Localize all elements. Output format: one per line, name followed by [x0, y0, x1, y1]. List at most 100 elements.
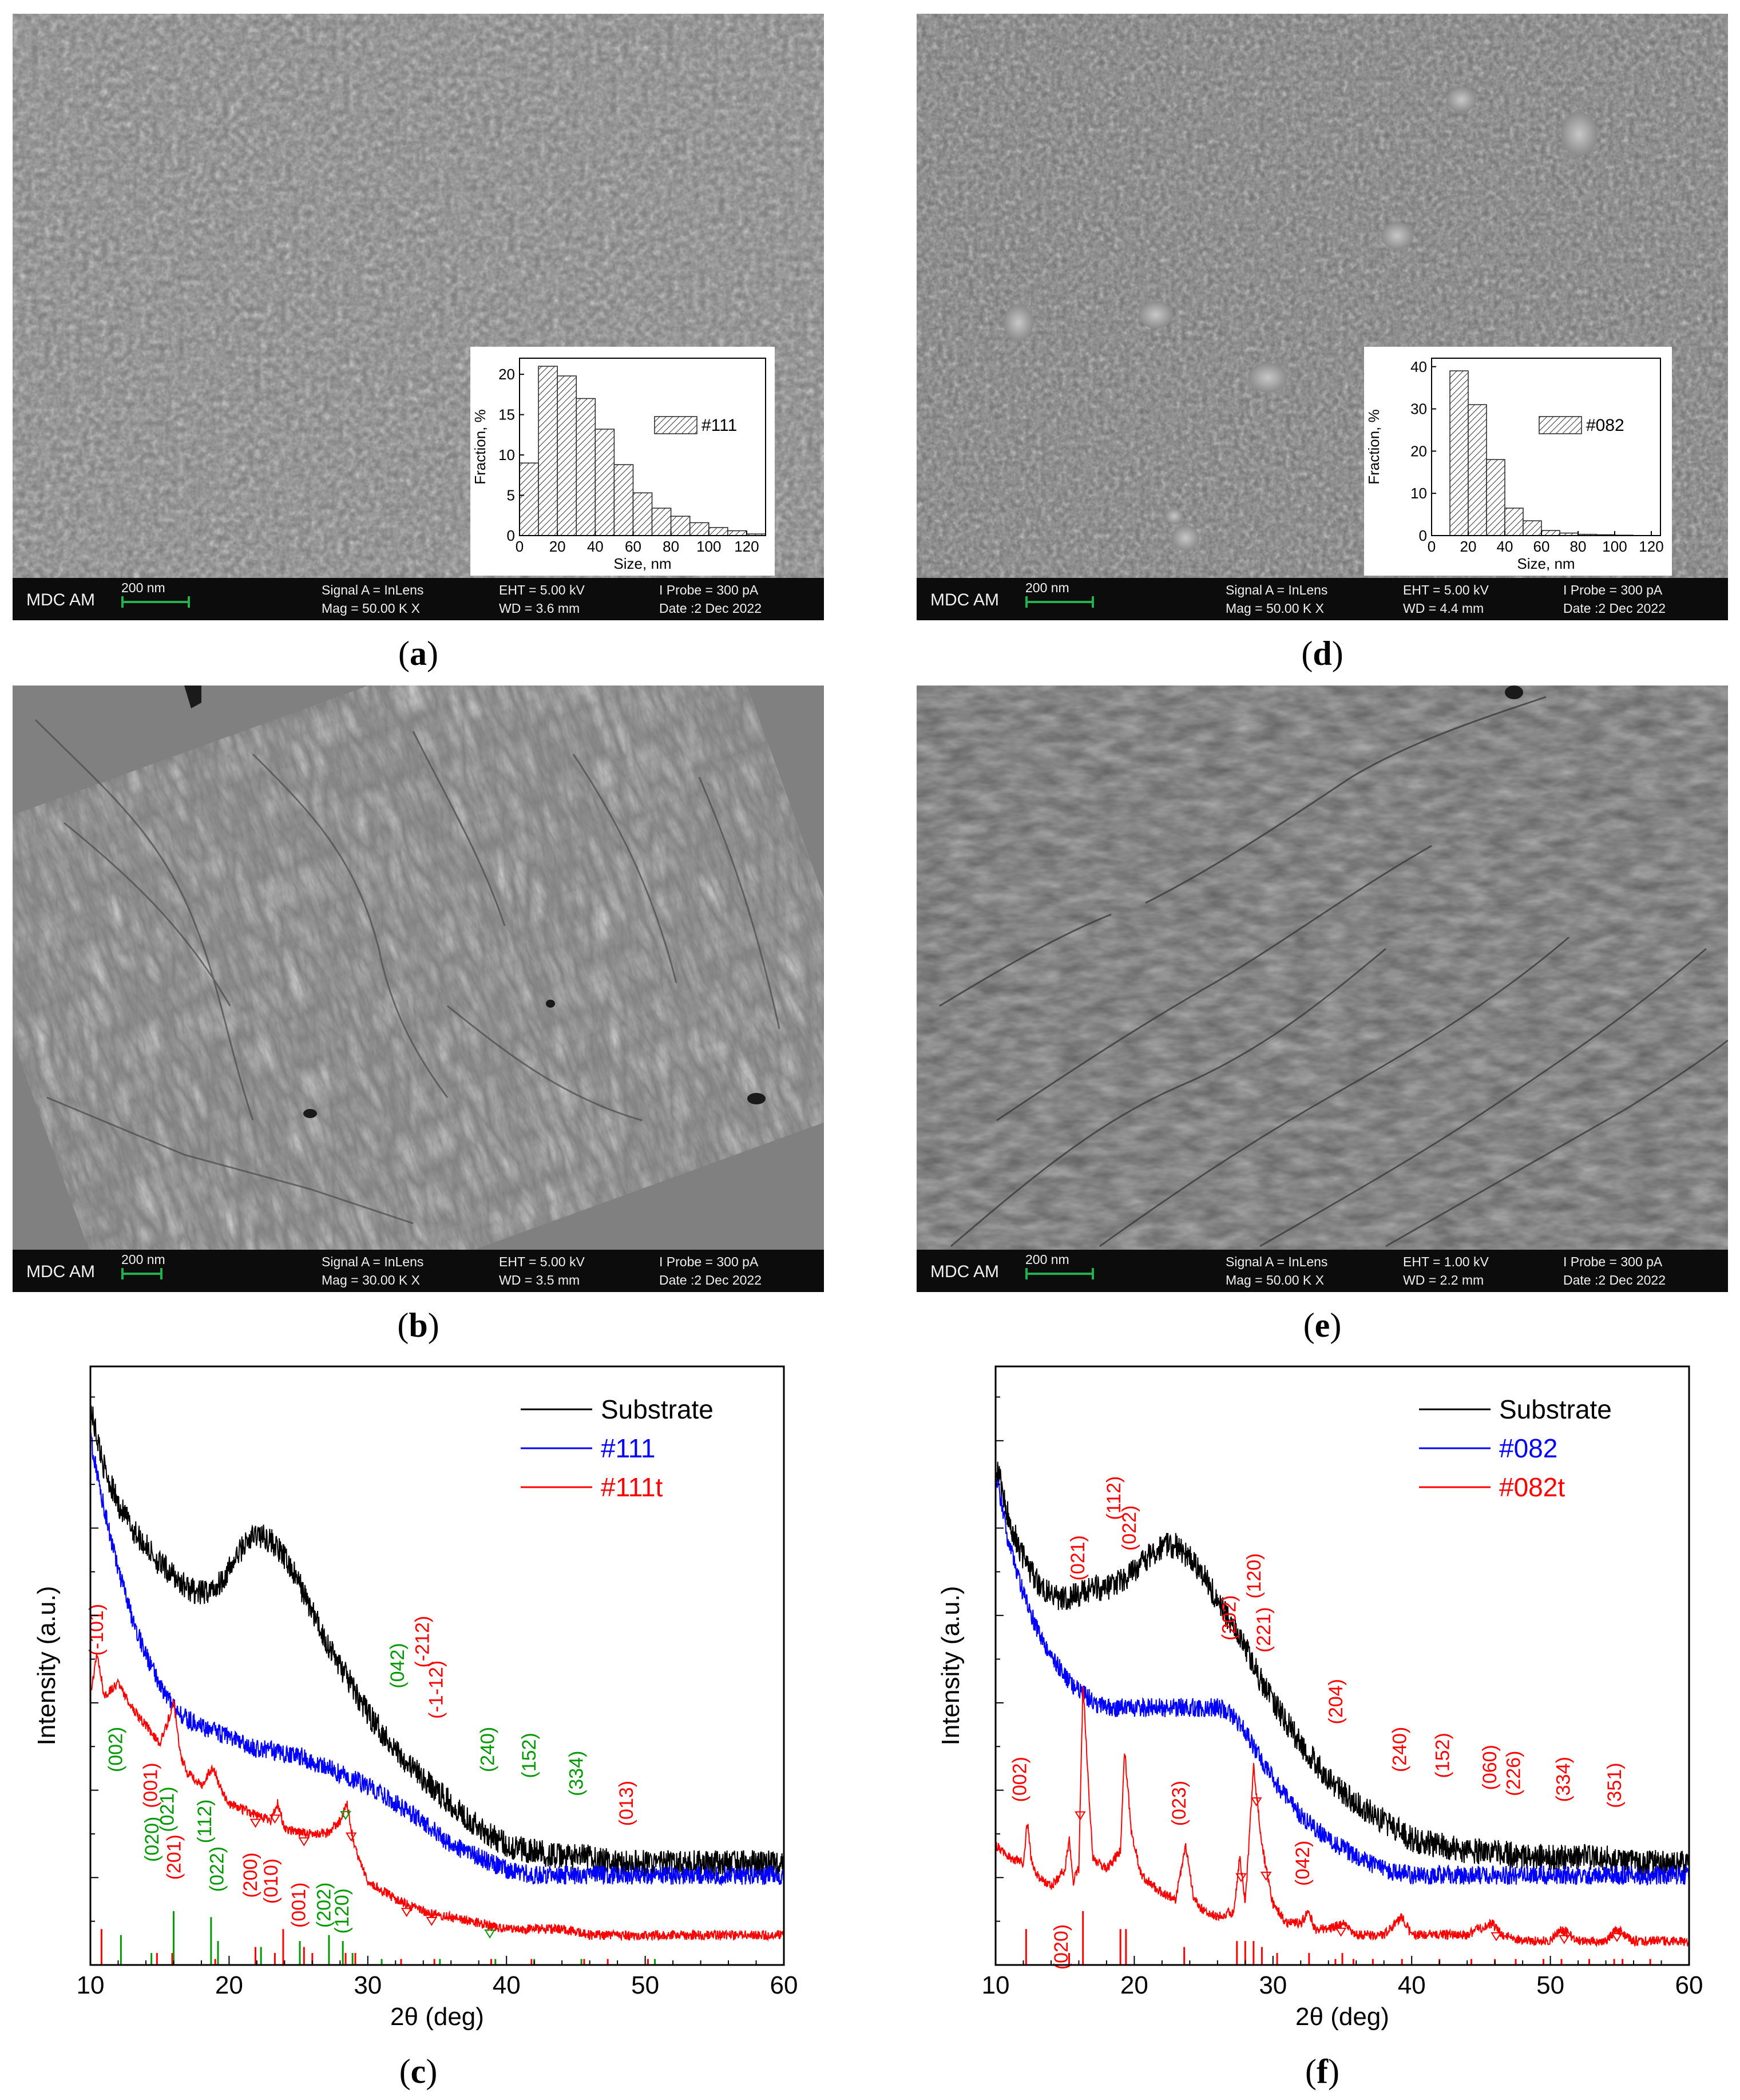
sem-image-d: MDC AM 200 nm Signal A = InLens Mag = 50…	[917, 14, 1728, 620]
impurity-marker	[249, 1818, 261, 1828]
y-tick-label: 20	[1410, 442, 1427, 459]
probe-d: I Probe = 300 pA	[1563, 583, 1663, 597]
histogram-bar	[557, 375, 577, 536]
sem-image-b: MDC AM 200 nm Signal A = InLens Mag = 30…	[13, 686, 824, 1292]
peak-label: (204)	[1325, 1679, 1347, 1724]
peak-label: (022)	[207, 1847, 228, 1892]
sem-info-bar-a: MDC AM 200 nm Signal A = InLens Mag = 50…	[13, 578, 824, 620]
sem-info-bar-e: MDC AM 200 nm Signal A = InLens Mag = 50…	[917, 1250, 1728, 1292]
x-tick-label: 60	[770, 1971, 798, 1999]
x-tick-label: 0	[1428, 538, 1436, 555]
plot-area	[90, 1405, 784, 1965]
date-e: Date :2 Dec 2022	[1563, 1273, 1666, 1287]
wd-a: WD = 3.6 mm	[499, 601, 580, 616]
panel-a: MDC AM 200 nm Signal A = InLens Mag = 50…	[13, 14, 824, 620]
panel-label-d: (d)	[1301, 635, 1343, 672]
x-tick-label: 60	[625, 538, 641, 555]
x-tick-label: 20	[549, 538, 566, 555]
peak-label: (013)	[616, 1781, 637, 1826]
peak-label: (240)	[1389, 1727, 1411, 1772]
peak-label: (-212)	[411, 1616, 433, 1668]
panel-f: (002) (020) (021) (112) (022) (023) (202) (120)…	[893, 1350, 1740, 2060]
wd-d: WD = 4.4 mm	[1403, 601, 1484, 616]
legend-label: #082	[1499, 1433, 1557, 1463]
x-tick-label: 80	[1570, 538, 1587, 555]
sem-micrograph-e	[917, 686, 1728, 1252]
x-tick-label: 30	[354, 1971, 382, 1999]
sem-brand-e: MDC AM	[930, 1262, 999, 1281]
panel-c: (-101) (002) (001) (020) (021) (201) (112) (022…	[0, 1350, 870, 2060]
peak-label: (042)	[1292, 1840, 1314, 1885]
legend-label: #111t	[601, 1472, 663, 1502]
surface-particles-d	[1004, 87, 1598, 550]
impurity-marker	[298, 1837, 310, 1847]
x-tick-label: 60	[1533, 538, 1550, 555]
series-line-n111	[90, 1432, 784, 1887]
peak-label: (021)	[1067, 1535, 1089, 1580]
histogram-bar	[708, 527, 728, 536]
histogram-bar	[1468, 404, 1487, 536]
pores-b	[184, 686, 766, 1118]
x-tick-label: 50	[1536, 1971, 1564, 1999]
peak-label: (001)	[288, 1883, 310, 1928]
mag-a: Mag = 50.00 K X	[322, 601, 420, 616]
sem-info-bar-d: MDC AM 200 nm Signal A = InLens Mag = 50…	[917, 578, 1728, 620]
peak-label: (023)	[1168, 1781, 1190, 1826]
series-line-n111t	[90, 1653, 784, 1942]
mag-d: Mag = 50.00 K X	[1226, 601, 1324, 616]
panel-label-e: (e)	[1303, 1306, 1342, 1344]
histogram-bar	[613, 464, 634, 536]
y-tick-label: 5	[507, 487, 515, 504]
xrd-chart-f: (002) (020) (021) (112)(022) (023) (202)(120)…	[937, 1365, 1703, 2031]
peak-label: (334)	[1553, 1757, 1575, 1802]
scale-bar-b	[121, 1268, 162, 1279]
panel-d: MDC AM 200 nm Signal A = InLens Mag = 50…	[917, 14, 1728, 620]
histogram-bar	[538, 366, 558, 536]
panel-b: MDC AM 200 nm Signal A = InLens Mag = 30…	[13, 686, 824, 1292]
plot-frame	[1431, 358, 1661, 536]
series-line-Substrate	[90, 1405, 784, 1877]
x-axis-title: Size, nm	[1517, 555, 1575, 572]
peak-label: (-1-12)	[426, 1661, 447, 1719]
peak-label: (060)	[1479, 1745, 1501, 1790]
histogram-bar	[519, 462, 539, 536]
wd-e: WD = 2.2 mm	[1403, 1273, 1484, 1287]
scale-bar-a	[121, 596, 190, 608]
y-axis-title: Fraction, %	[1365, 409, 1382, 485]
peak-label: (200)	[240, 1852, 261, 1897]
peak-label: (020)	[141, 1817, 163, 1862]
x-tick-label: 40	[1398, 1971, 1426, 1999]
impurity-marker	[1260, 1872, 1272, 1881]
legend-label: #111	[601, 1433, 656, 1463]
y-tick-label: 20	[498, 366, 515, 383]
legend-label: Substrate	[601, 1394, 714, 1424]
signal-e: Signal A = InLens	[1226, 1254, 1328, 1269]
y-tick-label: 40	[1410, 358, 1427, 375]
scale-label-a: 200 nm	[121, 580, 165, 595]
x-axis-title: 2θ (deg)	[1295, 2003, 1389, 2031]
impurity-marker	[269, 1814, 281, 1824]
scale-label-e: 200 nm	[1025, 1252, 1069, 1267]
histogram-bar	[594, 429, 615, 536]
x-tick-label: 20	[1460, 538, 1477, 555]
impurity-marker	[345, 1832, 357, 1842]
y-tick-label: 30	[1410, 401, 1427, 418]
peak-label: (120)	[1243, 1553, 1265, 1598]
fracture-steps-b	[34, 719, 780, 1225]
peak-label: (152)	[518, 1733, 540, 1778]
sem-image-e: MDC AM 200 nm Signal A = InLens Mag = 50…	[917, 686, 1728, 1292]
peak-label: (001)	[140, 1763, 161, 1808]
scale-bar-e	[1025, 1268, 1094, 1279]
impurity-marker	[1250, 1797, 1262, 1807]
peak-label: (112)	[194, 1800, 216, 1844]
panel-label-f: (f)	[1305, 2053, 1339, 2090]
y-tick-label: 0	[507, 527, 515, 544]
y-tick-label: 15	[498, 406, 515, 423]
x-tick-label: 50	[631, 1971, 659, 1999]
series-line-n082t	[996, 1686, 1689, 1947]
histogram-bar	[632, 492, 653, 536]
plot-frame	[519, 358, 766, 536]
probe-a: I Probe = 300 pA	[659, 583, 759, 597]
impurity-marker	[484, 1929, 496, 1939]
histogram-bar	[670, 516, 691, 536]
